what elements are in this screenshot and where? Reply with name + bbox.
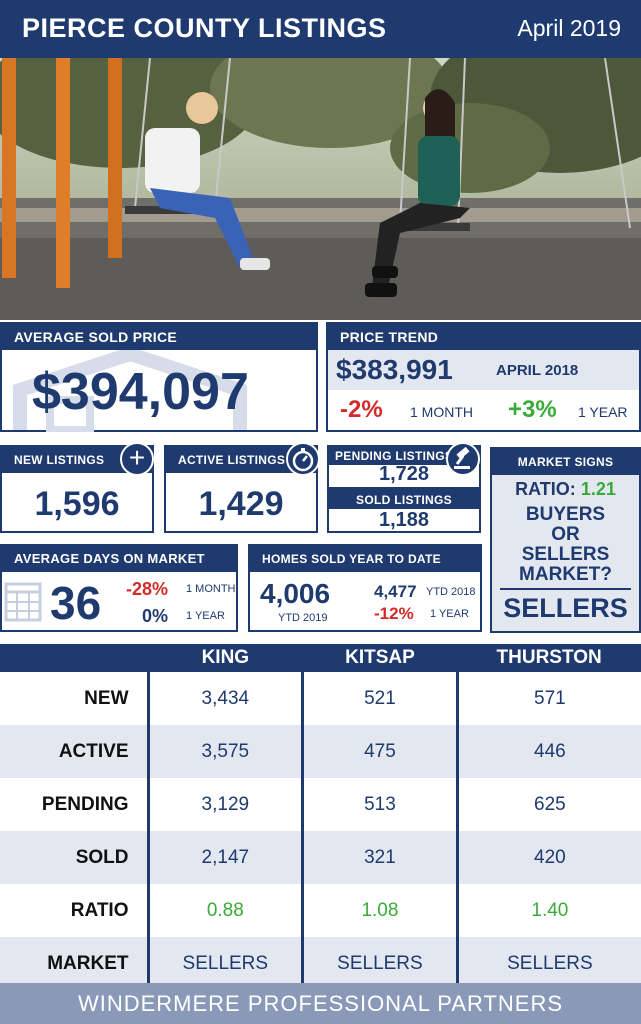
pending-listings-value: 1,728 (378, 463, 430, 485)
table-cell: SELLERS (301, 937, 458, 990)
price-trend-change-row: -2% 1 MONTH +3% 1 YEAR (328, 390, 639, 430)
stopwatch-icon (286, 442, 320, 476)
pending-listings-label: PENDING LISTINGS (329, 447, 479, 465)
sold-listings-label: SOLD LISTINGS (329, 491, 479, 509)
county-header-row: KING KITSAP THURSTON (0, 644, 641, 672)
table-cell: 3,575 (146, 725, 303, 778)
row-label: NEW (84, 687, 129, 709)
homes-sold-ytd-label: HOMES SOLD YEAR TO DATE (250, 546, 480, 572)
table-row: ACTIVE 3,575 475 446 (0, 725, 641, 778)
market-question-line1: BUYERS (525, 504, 606, 525)
house-outline-icon (13, 350, 247, 432)
homes-sold-year-change-label: 1 YEAR (430, 608, 469, 620)
table-row: SOLD 2,147 321 420 (0, 831, 641, 884)
sold-listings-card: SOLD LISTINGS 1,188 (327, 489, 481, 533)
price-trend-month-change: -2% (340, 396, 383, 423)
days-on-market-year-change: 0% (142, 606, 169, 626)
calendar-icon (4, 582, 42, 622)
market-ratio-label: RATIO: (515, 479, 576, 499)
market-question-line2: OR (551, 524, 580, 545)
market-ratio-value: 1.21 (580, 479, 616, 499)
table-cell: 625 (455, 778, 641, 831)
table-cell: 1.08 (301, 884, 458, 937)
county-header-king: KING (148, 644, 303, 672)
table-cell: 3,129 (146, 778, 303, 831)
table-cell: 0.88 (146, 884, 303, 937)
page-title: PIERCE COUNTY LISTINGS (22, 13, 387, 43)
table-cell: 1.40 (455, 884, 641, 937)
row-label: MARKET (0, 937, 148, 990)
market-answer: SELLERS (503, 593, 628, 623)
homes-sold-prev-value: 4,477 (374, 582, 417, 601)
table-cell: 321 (301, 831, 458, 884)
report-date: April 2019 (517, 15, 621, 41)
header-bar: PIERCE COUNTY LISTINGS April 2019 (0, 0, 641, 58)
county-header-blank (0, 644, 148, 672)
table-row: PENDING 3,129 513 625 (0, 778, 641, 831)
gavel-icon (446, 442, 480, 476)
row-label: PENDING (41, 793, 129, 815)
homes-sold-ytd-value: 4,006 (260, 578, 331, 609)
days-on-market-month-change: -28% (126, 579, 169, 599)
footer-brand: WINDERMERE PROFESSIONAL PARTNERS (0, 983, 641, 1024)
price-trend-previous-label: APRIL 2018 (496, 362, 579, 379)
market-question: BUYERS OR SELLERS MARKET? (492, 505, 639, 585)
row-label: RATIO (70, 899, 129, 921)
average-sold-price-label: AVERAGE SOLD PRICE (2, 324, 316, 350)
active-listings-value: 1,429 (198, 485, 284, 523)
days-on-market-card: AVERAGE DAYS ON MARKET 36 -28% 1 MONTH 0… (0, 544, 238, 632)
table-cell: 571 (455, 672, 641, 725)
days-on-market-year-label: 1 YEAR (186, 610, 225, 622)
market-signs-card: MARKET SIGNS RATIO: 1.21 BUYERS OR SELLE… (490, 447, 641, 633)
price-trend-card: PRICE TREND $383,991 APRIL 2018 -2% 1 MO… (326, 322, 641, 432)
price-trend-previous-value: $383,991 (336, 354, 453, 385)
table-row: NEW 3,434 521 571 (0, 672, 641, 725)
price-trend-label: PRICE TREND (328, 324, 639, 350)
days-on-market-label: AVERAGE DAYS ON MARKET (2, 546, 236, 572)
market-divider (500, 588, 631, 590)
table-cell: 513 (301, 778, 458, 831)
new-listings-value: 1,596 (34, 485, 120, 523)
homes-sold-prev-caption: YTD 2018 (426, 586, 476, 598)
average-sold-price-card: AVERAGE SOLD PRICE $394,097 (0, 322, 318, 432)
table-cell: 475 (301, 725, 458, 778)
plus-icon: + (120, 442, 154, 476)
sold-listings-value: 1,188 (378, 509, 430, 531)
swing-scene-illustration (0, 58, 641, 320)
market-question-line4: MARKET? (519, 564, 612, 585)
market-question-line3: SELLERS (521, 544, 610, 565)
table-row: MARKET SELLERS SELLERS SELLERS (0, 937, 641, 990)
county-header-thurston: THURSTON (457, 644, 641, 672)
homes-sold-ytd-caption: YTD 2019 (278, 612, 328, 624)
market-ratio-row: RATIO: 1.21 (492, 479, 639, 500)
row-label: SOLD (0, 831, 148, 884)
table-row: RATIO 0.88 1.08 1.40 (0, 884, 641, 937)
table-cell: 420 (455, 831, 641, 884)
homes-sold-year-change: -12% (374, 604, 414, 623)
table-cell: 521 (301, 672, 458, 725)
days-on-market-month-label: 1 MONTH (186, 583, 236, 595)
average-sold-price-value: $394,097 (32, 363, 249, 421)
price-trend-year-label: 1 YEAR (578, 404, 628, 420)
table-cell: SELLERS (455, 937, 641, 990)
row-label: ACTIVE (0, 725, 148, 778)
price-trend-year-change: +3% (508, 396, 557, 423)
table-cell: 3,434 (146, 672, 303, 725)
price-trend-month-label: 1 MONTH (410, 404, 473, 420)
market-signs-label: MARKET SIGNS (492, 449, 639, 475)
table-cell: 446 (455, 725, 641, 778)
days-on-market-value: 36 (50, 577, 102, 629)
homes-sold-ytd-card: HOMES SOLD YEAR TO DATE 4,006 YTD 2019 4… (248, 544, 482, 632)
table-cell: SELLERS (146, 937, 303, 990)
county-header-kitsap: KITSAP (302, 644, 458, 672)
table-cell: 2,147 (146, 831, 303, 884)
county-comparison-table: KING KITSAP THURSTON NEW 3,434 521 571 A… (0, 644, 641, 990)
hero-photo (0, 58, 641, 320)
